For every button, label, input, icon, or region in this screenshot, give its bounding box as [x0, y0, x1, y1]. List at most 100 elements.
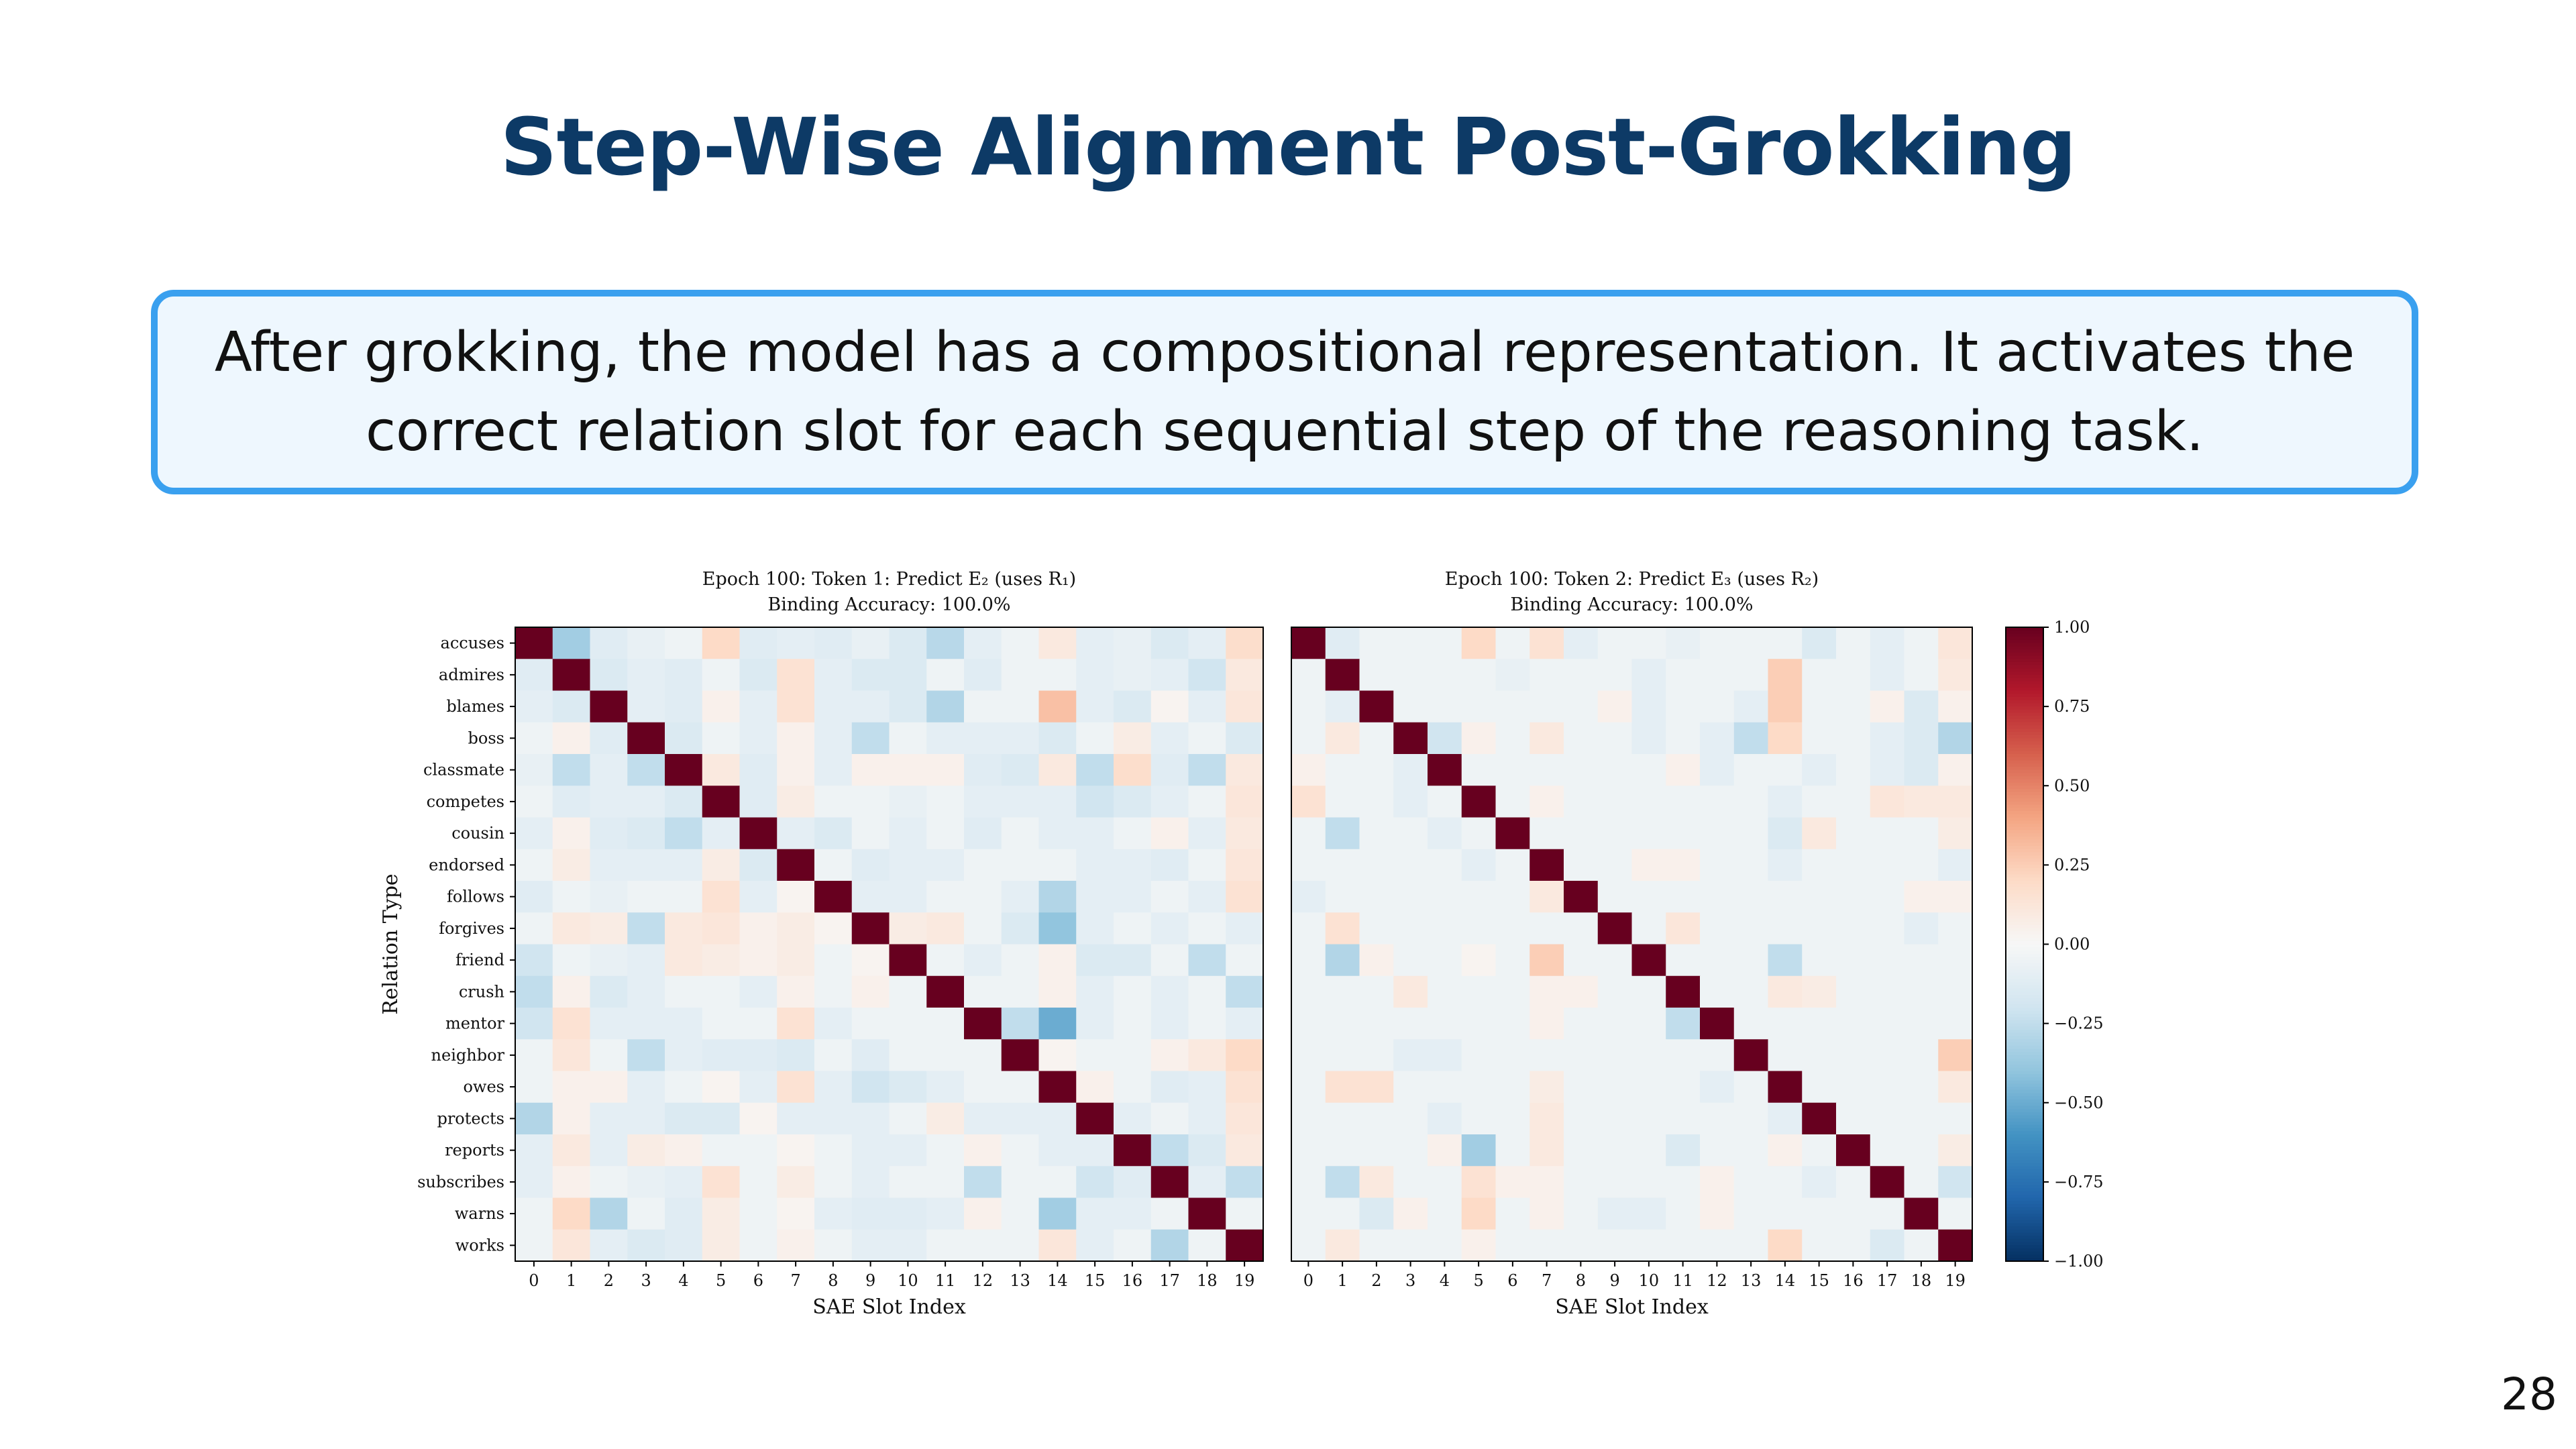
heatmap-cell	[590, 975, 628, 1008]
chart-0-title: Epoch 100: Token 1: Predict E₂ (uses R₁)	[702, 569, 1076, 590]
heatmap-cell	[777, 1008, 815, 1040]
colorbar-segment	[2006, 1026, 2043, 1030]
heatmap-cell	[851, 849, 890, 881]
chart-1-xlabel: SAE Slot Index	[1555, 1295, 1709, 1319]
heatmap-cell	[1666, 786, 1701, 818]
heatmap-cell	[1597, 1229, 1633, 1262]
heatmap-cell	[1038, 659, 1077, 692]
heatmap-cell	[1495, 754, 1530, 786]
colorbar-segment	[2006, 957, 2043, 961]
heatmap-cell	[1836, 912, 1871, 945]
heatmap-cell	[1904, 817, 1939, 850]
colorbar-segment	[2006, 639, 2043, 644]
colorbar-segment	[2006, 1020, 2043, 1024]
colorbar-segment	[2006, 1188, 2043, 1192]
colorbar-segment	[2006, 690, 2043, 695]
x-tick-label: 2	[604, 1271, 614, 1290]
heatmap-cell	[1325, 754, 1360, 786]
heatmap-cell	[889, 975, 927, 1008]
heatmap-cell	[1836, 722, 1871, 755]
colorbar-segment	[2006, 890, 2043, 894]
colorbar-segment	[2006, 1089, 2043, 1094]
heatmap-cell	[1393, 722, 1428, 755]
heatmap-cell	[702, 1197, 741, 1230]
heatmap-cell	[1114, 1229, 1152, 1262]
x-tick-label: 3	[641, 1271, 651, 1290]
heatmap-cell	[739, 944, 777, 977]
heatmap-cell	[1393, 1008, 1428, 1040]
colorbar-tick-label: 1.00	[2054, 618, 2090, 637]
colorbar-segment	[2006, 871, 2043, 875]
colorbar-segment	[2006, 823, 2043, 828]
heatmap-cell	[739, 754, 777, 786]
heatmap-cell	[515, 1071, 553, 1104]
heatmap-cell	[1631, 1197, 1666, 1230]
heatmap-cell	[1529, 1166, 1564, 1199]
heatmap-cell	[851, 1166, 890, 1199]
heatmap-cell	[1870, 786, 1905, 818]
heatmap-cell	[1904, 1008, 1939, 1040]
heatmap-cell	[1597, 1071, 1633, 1104]
heatmap-cell	[702, 849, 741, 881]
colorbar-segment	[2006, 694, 2043, 698]
heatmap-cell	[1938, 1008, 1973, 1040]
colorbar-segment	[2006, 950, 2043, 955]
callout-text: After grokking, the model has a composit…	[214, 320, 2355, 464]
colorbar-segment	[2006, 1254, 2043, 1259]
x-tick-label: 9	[1609, 1271, 1619, 1290]
heatmap-cell	[1529, 912, 1564, 945]
heatmap-cell	[1393, 881, 1428, 913]
heatmap-cell	[1359, 786, 1394, 818]
heatmap-cell	[814, 754, 853, 786]
colorbar-segment	[2006, 814, 2043, 818]
colorbar-segment	[2006, 1251, 2043, 1256]
heatmap-cell	[851, 881, 890, 913]
heatmap-cell	[1870, 1039, 1905, 1072]
heatmap-cell	[1001, 975, 1040, 1008]
heatmap-cell	[926, 1008, 965, 1040]
heatmap-cell	[1428, 627, 1462, 659]
heatmap-cell	[1666, 1071, 1701, 1104]
heatmap-cell	[926, 786, 965, 818]
colorbar-segment	[2006, 1146, 2043, 1151]
heatmap-cell	[515, 849, 553, 881]
heatmap-cell	[964, 722, 1002, 755]
colorbar-segment	[2006, 661, 2043, 666]
colorbar-segment	[2006, 836, 2043, 841]
heatmap-cell	[1802, 1008, 1837, 1040]
heatmap-cell	[1359, 944, 1394, 977]
heatmap-cell	[1188, 817, 1226, 850]
heatmap-cell	[1038, 817, 1077, 850]
colorbar-segment	[2006, 633, 2043, 637]
heatmap-cell	[665, 690, 703, 723]
heatmap-cell	[1150, 722, 1189, 755]
heatmap-cell	[1001, 1197, 1040, 1230]
heatmap-cell	[1495, 1071, 1530, 1104]
heatmap-cell	[552, 1134, 591, 1167]
heatmap-cell	[1768, 627, 1803, 659]
heatmap-cell	[1564, 1229, 1599, 1262]
heatmap-cell	[1802, 690, 1837, 723]
colorbar-segment	[2006, 681, 2043, 685]
heatmap-cell	[1150, 881, 1189, 913]
heatmap-cell	[590, 1008, 628, 1040]
heatmap-cell	[1114, 944, 1152, 977]
colorbar-segment	[2006, 1010, 2043, 1015]
heatmap-cell	[1597, 1134, 1633, 1167]
x-tick-label: 10	[1639, 1271, 1660, 1290]
heatmap-cell	[627, 881, 665, 913]
heatmap-cell	[627, 659, 665, 692]
heatmap-cell	[1428, 786, 1462, 818]
heatmap-cell	[777, 1071, 815, 1104]
heatmap-cell	[1428, 881, 1462, 913]
heatmap-cell	[1076, 1134, 1114, 1167]
heatmap-cell	[1938, 1102, 1973, 1135]
heatmap-cell	[627, 786, 665, 818]
heatmap-cell	[1001, 1039, 1040, 1072]
x-tick-label: 0	[529, 1271, 539, 1290]
heatmap-cell	[1802, 849, 1837, 881]
heatmap-cell	[1768, 1039, 1803, 1072]
colorbar-segment	[2006, 1124, 2043, 1129]
heatmap-cell	[1325, 659, 1360, 692]
heatmap-cell	[1188, 1008, 1226, 1040]
